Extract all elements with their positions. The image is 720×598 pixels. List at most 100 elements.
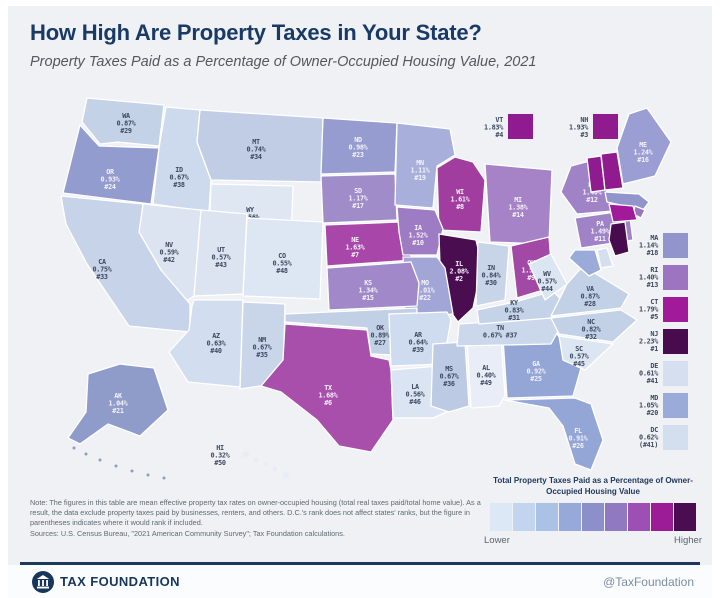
state-shape-in (475, 241, 510, 307)
state-mn: MN 1.11% #19 (394, 122, 456, 209)
state-ak: AK 1.04% #21 (67, 363, 169, 480)
island-dot (283, 472, 289, 478)
state-label: AK 1.04% #21 (109, 392, 129, 415)
island-dot (72, 446, 76, 450)
footer-divider (20, 562, 700, 565)
state-swatch-ma (663, 233, 688, 258)
state-label: OK 0.89% #27 (371, 324, 391, 347)
legend-swatch (559, 502, 581, 531)
state-label: TN 0.67% #37 (483, 324, 517, 339)
state-dc: DC 0.62% (#41) (639, 425, 688, 450)
state-label: SC 0.57% #45 (570, 345, 590, 368)
island-dot (272, 466, 278, 472)
state-label: AR 0.64% #39 (409, 331, 429, 354)
note-text: Note: The figures in this table are mean… (30, 498, 481, 528)
state-ma: MA 1.14% #18 (604, 191, 688, 258)
state-tx: TX 1.68% #6 (260, 323, 394, 453)
state-ms: MS 0.67% #36 (430, 341, 470, 413)
us-choropleth-map: WA 0.87% #29 OR 0.93% #24 ID 0.67% #38 MT 0.74% #34… (60, 97, 688, 480)
state-label: HI 0.32% #50 (211, 444, 231, 467)
state-label: AL 0.40% #49 (477, 364, 497, 387)
footer: TAX FOUNDATION @TaxFoundation (8, 565, 712, 598)
state-label: ID 0.67% #38 (170, 166, 190, 189)
state-shape-or (62, 124, 160, 205)
island-dot (98, 458, 102, 462)
state-label: MT 0.74% #34 (247, 138, 267, 161)
state-swatch-nh (593, 114, 618, 139)
legend-swatch (513, 502, 535, 531)
tax-foundation-logo capitol-building-icon (32, 570, 54, 593)
state-label: DC 0.62% (#41) (639, 426, 659, 449)
legend-higher-label: Higher (674, 534, 702, 546)
state-shape-nc (550, 309, 638, 343)
twitter-handle: @TaxFoundation (603, 574, 694, 589)
state-shape-wa (81, 97, 165, 147)
state-mi: MI 1.38% #14 (484, 163, 553, 245)
state-fl: FL 0.91% #26 (504, 397, 604, 471)
state-label: AZ 0.63% #40 (207, 332, 227, 355)
state-hi: HI 0.32% #50 (211, 444, 289, 478)
state-label: IA 1.52% #10 (409, 224, 429, 247)
state-ne: NE 1.63% #7 (324, 221, 414, 267)
state-shape-tx (260, 323, 394, 453)
state-shape-mn (394, 122, 456, 209)
legend-swatch (582, 502, 604, 531)
state-label: WA 0.87% #29 (117, 112, 137, 135)
legend-swatch (536, 502, 558, 531)
state-label: KS 1.34% #15 (359, 279, 379, 302)
legend-swatch (651, 502, 673, 531)
island-dot (84, 452, 88, 456)
state-shape-ct (608, 203, 638, 223)
state-shape-ak (67, 363, 169, 445)
state-label: MS 0.67% #36 (440, 365, 460, 388)
island-dot (130, 469, 134, 473)
state-label: VT 1.83% #4 (484, 116, 504, 139)
state-label: FL 0.91% #26 (569, 427, 589, 450)
note-sources: Sources: U.S. Census Bureau, "2021 Ameri… (30, 528, 345, 538)
island-dot (253, 457, 259, 463)
state-swatch-nj (663, 329, 688, 354)
state-shape-fl (504, 397, 604, 471)
state-nd: ND 0.98% #23 (320, 117, 398, 175)
state-shape-mt (196, 109, 324, 183)
legend-title: Total Property Taxes Paid as a Percentag… (493, 476, 693, 496)
state-shape-sc (558, 335, 614, 371)
state-vt: VT 1.83% #4 (484, 114, 606, 193)
state-label: PA 1.49% #11 (591, 220, 611, 243)
state-label: TX 1.68% #6 (319, 384, 339, 407)
state-label: SD 1.17% #17 (349, 187, 369, 210)
legend-swatch (674, 502, 696, 531)
state-label: NM 0.67% #35 (253, 336, 273, 359)
state-me: ME 1.24% #16 (616, 107, 672, 185)
state-de: DE 0.61% #41 (596, 247, 688, 386)
page-title: How High Are Property Taxes in Your Stat… (30, 20, 482, 45)
legend-swatch (490, 502, 512, 531)
state-label: RI 1.40% #13 (639, 266, 659, 289)
legend-swatch (628, 502, 650, 531)
state-label: GA 0.92% #25 (527, 360, 547, 383)
state-label: WI 1.61% #8 (451, 188, 471, 211)
state-shape-ia (396, 206, 444, 256)
state-nc: NC 0.82% #32 (550, 309, 638, 343)
state-ct: CT 1.79% #5 (608, 203, 688, 322)
state-label: NC 0.82% #32 (582, 318, 602, 341)
island-dot (162, 476, 166, 480)
state-nj: NJ 2.23% #1 (608, 221, 688, 354)
state-swatch-md (663, 393, 688, 418)
state-al: AL 0.40% #49 (466, 337, 506, 409)
state-label: IN 0.84% #30 (482, 264, 502, 287)
state-label: LA 0.56% #46 (406, 383, 426, 406)
state-shape-ks (326, 261, 420, 311)
island-dot (263, 462, 267, 466)
state-label: NJ 2.23% #1 (639, 330, 659, 353)
state-label: MN 1.11% #19 (411, 159, 431, 182)
state-label: CA 0.75% #33 (93, 258, 113, 281)
state-label: OR 0.93% #24 (101, 168, 121, 191)
state-wa: WA 0.87% #29 (81, 97, 165, 147)
island-dot (243, 451, 249, 457)
state-label: MI 1.38% #14 (509, 196, 529, 219)
state-shape-de (596, 247, 614, 269)
state-label: MA 1.14% #18 (639, 234, 659, 257)
state-swatch-ri (663, 265, 688, 290)
state-label: DE 0.61% #41 (639, 362, 659, 385)
